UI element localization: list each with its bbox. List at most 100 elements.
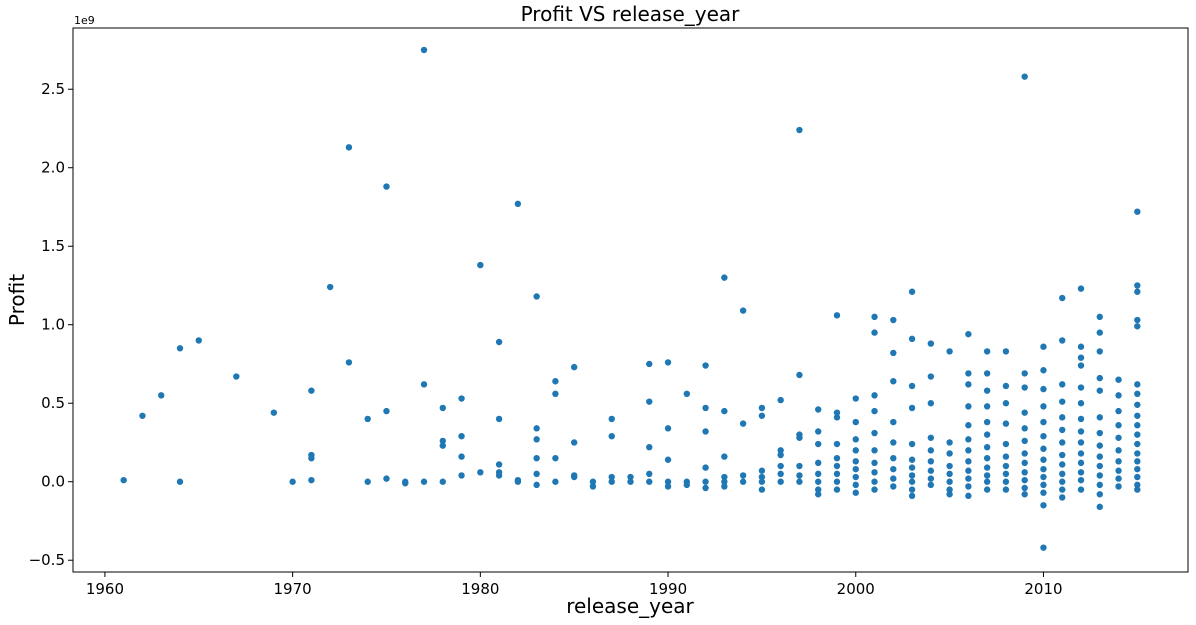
data-point	[1002, 348, 1010, 355]
data-point	[833, 470, 841, 478]
data-point	[1077, 428, 1085, 435]
data-point	[533, 436, 540, 443]
data-point	[345, 359, 353, 366]
data-point	[1059, 486, 1066, 493]
data-point	[965, 458, 972, 465]
data-point	[646, 398, 653, 405]
data-point	[514, 478, 522, 485]
data-point	[345, 144, 353, 151]
data-point	[458, 432, 465, 440]
data-point	[664, 478, 672, 485]
data-point	[927, 340, 935, 347]
data-point	[533, 425, 540, 432]
data-point	[927, 467, 935, 474]
data-point	[1059, 398, 1066, 405]
data-point	[1002, 440, 1010, 448]
data-point	[195, 337, 202, 344]
data-point	[965, 475, 972, 482]
data-point	[1040, 465, 1047, 473]
data-point	[1059, 381, 1066, 388]
data-point	[965, 447, 972, 454]
data-point	[664, 483, 672, 490]
data-point	[908, 486, 916, 493]
data-point	[402, 480, 409, 487]
data-point	[1059, 461, 1066, 468]
data-point	[176, 345, 184, 352]
data-point	[289, 478, 296, 485]
data-point	[326, 283, 334, 291]
data-point	[890, 454, 897, 462]
data-point	[646, 470, 653, 478]
data-point	[946, 450, 953, 457]
data-point	[1077, 459, 1085, 467]
data-point	[570, 439, 578, 446]
data-point	[946, 439, 953, 446]
data-point	[1134, 486, 1141, 493]
data-point	[721, 407, 728, 415]
data-point	[646, 443, 653, 451]
data-point	[383, 407, 390, 415]
data-point	[965, 330, 972, 338]
data-point	[439, 478, 446, 485]
data-point	[796, 126, 803, 134]
data-point	[1002, 382, 1010, 390]
data-point	[1077, 486, 1085, 493]
data-point	[608, 478, 615, 485]
data-point	[833, 440, 841, 448]
data-point	[852, 489, 859, 496]
data-point	[890, 439, 897, 446]
data-point	[1115, 447, 1122, 454]
data-point	[570, 473, 578, 481]
data-point	[383, 475, 390, 482]
data-point	[477, 469, 484, 476]
data-point	[120, 476, 127, 484]
y-tick-label: −0.5	[29, 551, 65, 569]
data-point	[1134, 323, 1141, 330]
data-point	[646, 478, 653, 485]
data-point	[1040, 418, 1047, 426]
plot-area-frame	[72, 27, 1189, 573]
data-point	[965, 370, 972, 377]
data-point	[927, 373, 935, 380]
data-point	[1134, 473, 1141, 481]
data-point	[871, 392, 878, 399]
data-point	[1115, 458, 1122, 465]
data-point	[1059, 337, 1066, 344]
data-point	[983, 431, 991, 438]
data-point	[908, 492, 916, 500]
data-point	[589, 478, 597, 485]
data-point	[1021, 384, 1028, 391]
y-tick-label: 1.0	[41, 316, 65, 334]
y-axis-title: Profit	[5, 274, 29, 326]
data-point	[158, 392, 165, 399]
data-point	[927, 475, 935, 482]
x-tick-label: 1960	[86, 580, 124, 598]
data-point	[852, 418, 859, 426]
data-point	[777, 462, 784, 470]
data-point	[1096, 429, 1103, 437]
data-point	[721, 473, 728, 481]
data-point	[983, 478, 991, 485]
data-point	[570, 363, 578, 371]
data-point	[1002, 478, 1010, 485]
data-point	[608, 432, 615, 440]
data-point	[1077, 450, 1085, 457]
x-tick-label: 2000	[837, 580, 875, 598]
data-point	[364, 478, 371, 485]
data-points	[120, 46, 1141, 551]
data-point	[1115, 392, 1122, 399]
data-point	[739, 478, 747, 485]
data-point	[1077, 285, 1085, 292]
data-point	[1134, 450, 1141, 457]
data-point	[458, 453, 465, 460]
data-point	[1115, 483, 1122, 490]
data-point	[946, 486, 953, 493]
x-tick-label: 1970	[274, 580, 312, 598]
data-point	[1134, 422, 1141, 429]
data-point	[983, 464, 991, 471]
data-point	[439, 437, 446, 445]
data-point	[1059, 494, 1066, 501]
data-point	[908, 478, 916, 485]
data-point	[871, 459, 878, 467]
